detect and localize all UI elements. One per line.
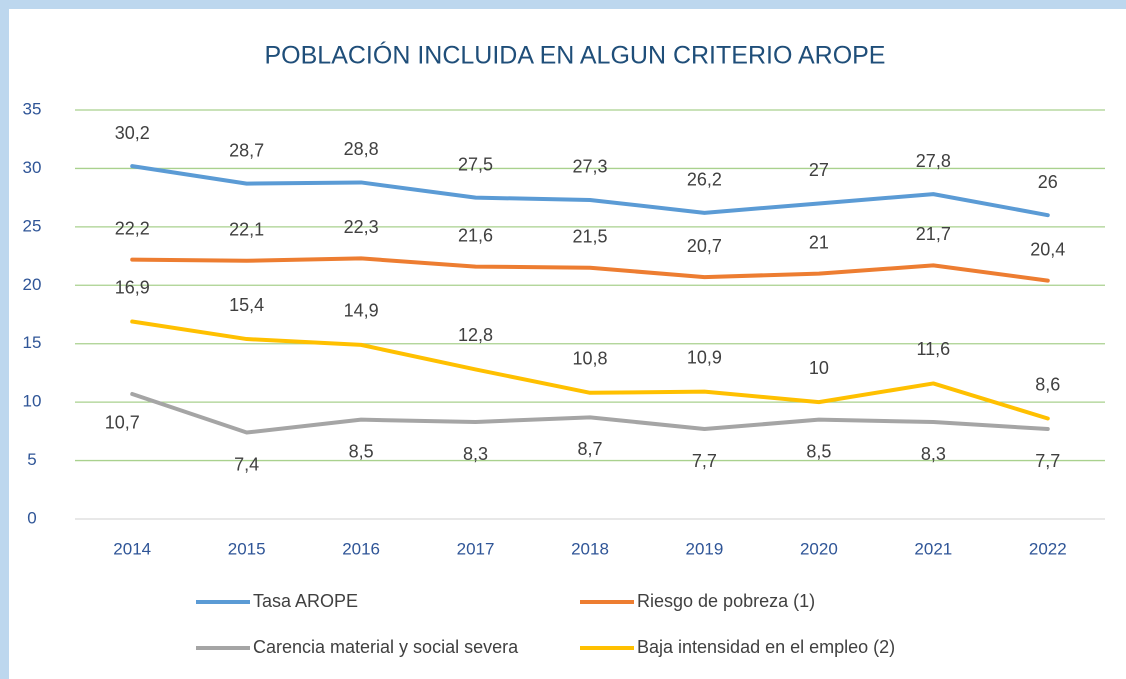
y-tick-label: 35 — [23, 99, 42, 118]
data-label: 22,3 — [344, 217, 379, 237]
data-label: 11,6 — [916, 339, 950, 359]
data-label: 7,7 — [692, 451, 717, 471]
x-tick-label: 2014 — [113, 539, 151, 558]
y-tick-label: 0 — [27, 508, 36, 527]
legend-label: Tasa AROPE — [253, 591, 358, 611]
frame-top — [0, 0, 1126, 9]
data-label: 21,6 — [458, 225, 493, 245]
x-tick-label: 2015 — [228, 539, 266, 558]
data-label: 8,6 — [1035, 374, 1060, 394]
data-label: 28,7 — [229, 140, 264, 160]
data-label: 27,8 — [916, 151, 951, 171]
data-label: 21,7 — [916, 224, 951, 244]
data-label: 27,3 — [572, 157, 607, 177]
data-label: 12,8 — [458, 325, 493, 345]
x-tick-label: 2020 — [800, 539, 838, 558]
data-label: 8,3 — [463, 444, 488, 464]
data-label: 8,7 — [577, 439, 602, 459]
data-label: 20,4 — [1030, 239, 1065, 259]
legend-label: Riesgo de pobreza (1) — [637, 591, 815, 611]
x-tick-label: 2016 — [342, 539, 380, 558]
data-label: 10,9 — [687, 347, 722, 367]
data-label: 21 — [809, 232, 829, 252]
y-tick-label: 20 — [23, 275, 42, 294]
data-label: 7,4 — [234, 454, 259, 474]
data-label: 15,4 — [229, 295, 264, 315]
data-label: 22,2 — [115, 218, 150, 238]
data-label: 7,7 — [1035, 451, 1060, 471]
x-tick-label: 2018 — [571, 539, 609, 558]
data-label: 14,9 — [344, 301, 379, 321]
series-line — [130, 391, 1050, 435]
frame-left — [0, 0, 9, 679]
data-label: 8,3 — [921, 444, 946, 464]
data-label: 26 — [1038, 172, 1058, 192]
data-label: 30,2 — [115, 123, 150, 143]
x-tick-label: 2021 — [914, 539, 952, 558]
legend-label: Baja intensidad en el empleo (2) — [637, 637, 895, 657]
data-label: 28,8 — [344, 139, 379, 159]
data-label: 26,2 — [687, 170, 722, 190]
data-label: 20,7 — [687, 236, 722, 256]
y-tick-label: 25 — [23, 216, 42, 235]
data-label: 27 — [809, 160, 829, 180]
data-label: 10,8 — [572, 349, 607, 369]
series-line — [130, 164, 1050, 218]
data-label: 8,5 — [349, 441, 374, 461]
chart-title: POBLACIÓN INCLUIDA EN ALGUN CRITERIO ARO… — [265, 41, 886, 70]
data-label: 22,1 — [229, 219, 264, 239]
y-tick-label: 30 — [23, 158, 42, 177]
x-tick-label: 2017 — [457, 539, 495, 558]
series-line — [130, 256, 1050, 283]
y-tick-label: 15 — [23, 333, 42, 352]
y-tick-label: 5 — [27, 450, 36, 469]
x-tick-label: 2022 — [1029, 539, 1067, 558]
data-label: 16,9 — [115, 277, 150, 297]
data-label: 10,7 — [105, 413, 140, 433]
data-label: 8,5 — [806, 441, 831, 461]
legend-label: Carencia material y social severa — [253, 637, 519, 657]
data-label: 10 — [809, 358, 829, 378]
y-tick-label: 10 — [23, 392, 42, 411]
series-line — [130, 319, 1050, 421]
data-label: 27,5 — [458, 154, 493, 174]
x-tick-label: 2019 — [686, 539, 724, 558]
data-label: 21,5 — [572, 227, 607, 247]
